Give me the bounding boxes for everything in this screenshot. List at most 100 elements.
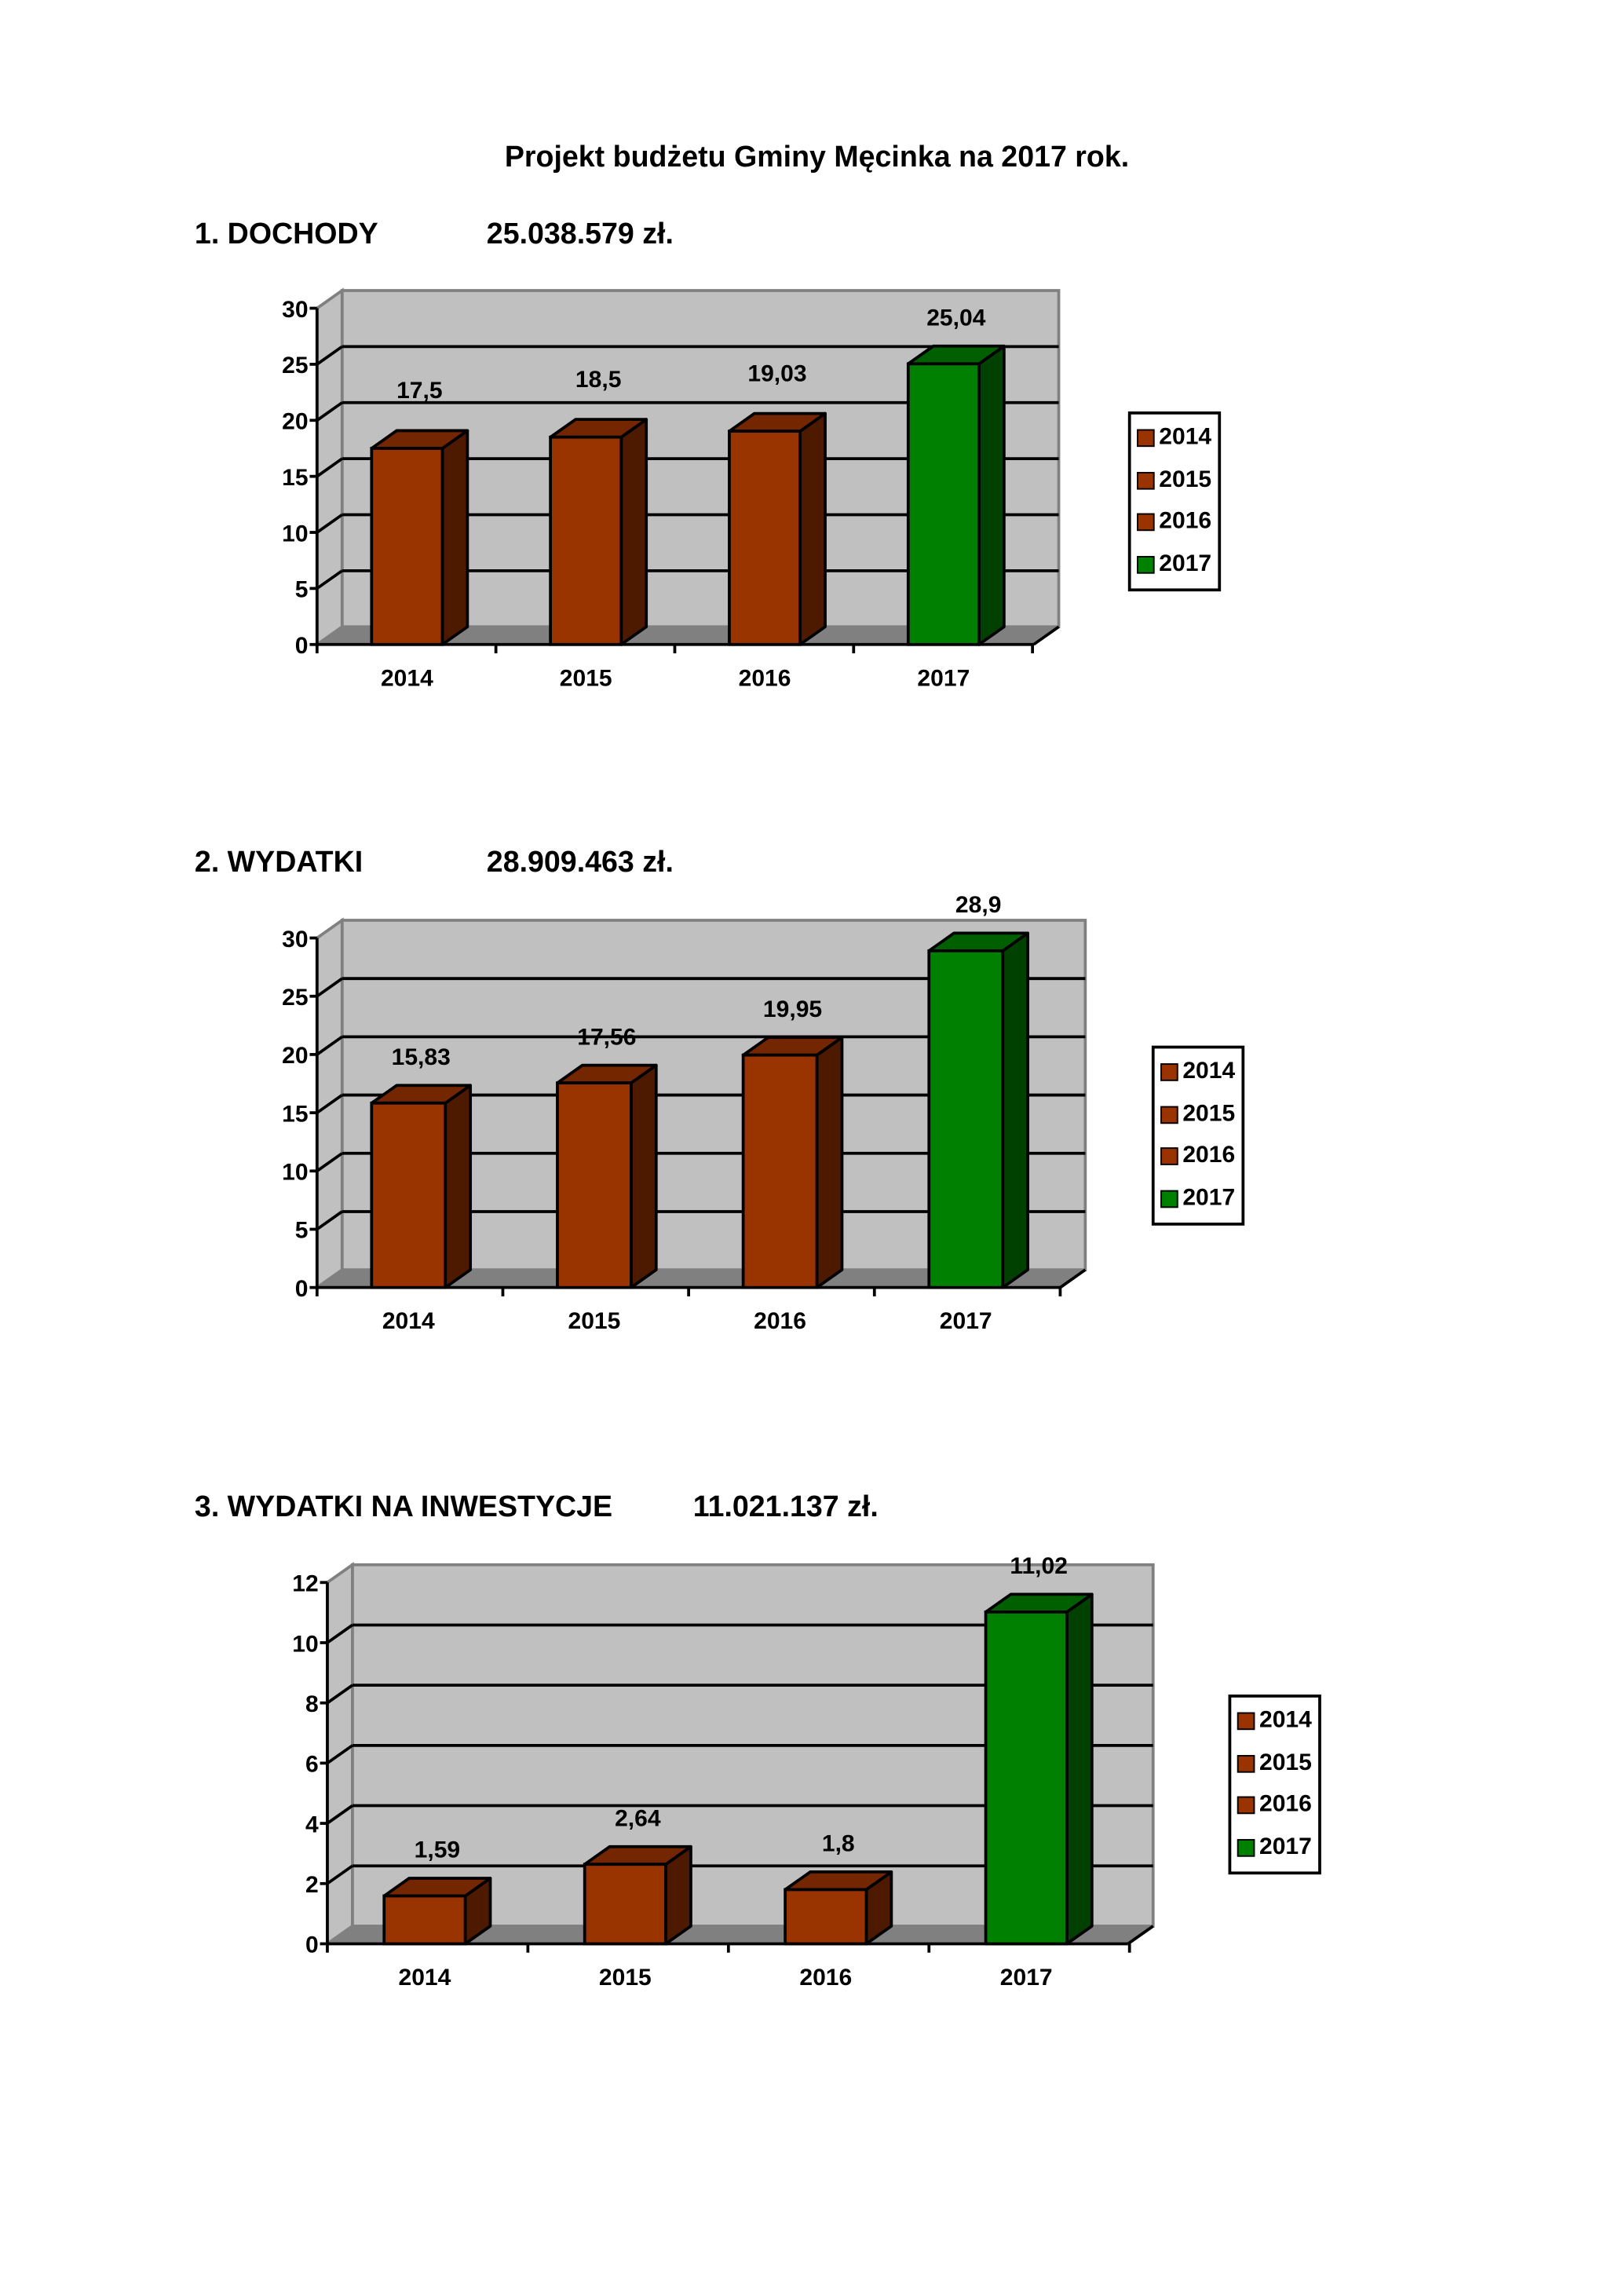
chart-1: 0 5 10 15 20 25 30 17,5 2014 18,5 2015 19,03 2016 25,…: [282, 287, 1061, 691]
data-label: 25,04: [926, 305, 985, 331]
legend-item: 2015: [1237, 1742, 1312, 1785]
y-tick-label: 20: [282, 1043, 308, 1069]
y-tick-label: 12: [292, 1571, 318, 1597]
legend-swatch: [1137, 514, 1155, 532]
legend-swatch: [1160, 1147, 1178, 1166]
y-tick-label: 25: [282, 353, 308, 378]
legend-swatch: [1137, 555, 1155, 574]
bar-2017: [906, 362, 981, 646]
data-label: 2,64: [615, 1805, 661, 1831]
y-tick-label: 10: [292, 1631, 318, 1657]
y-tick-label: 5: [295, 1218, 309, 1244]
bar-side: [444, 1084, 473, 1289]
gridline-side: [326, 1684, 353, 1705]
x-tick-label: 2017: [917, 665, 970, 691]
y-tick-label: 6: [305, 1752, 319, 1778]
y-tick-label: 15: [282, 465, 308, 491]
section-3-heading: 3. WYDATKI NA INWESTYCJE: [194, 1490, 613, 1524]
legend-label: 2016: [1259, 1792, 1312, 1818]
x-tick-label: 2017: [940, 1308, 992, 1334]
bar-side: [1001, 931, 1029, 1289]
legend-item: 2015: [1137, 459, 1211, 502]
floor-edge: [1127, 1925, 1154, 1946]
y-tick-label: 10: [282, 521, 308, 547]
bar-2014: [382, 1894, 467, 1946]
y-tick-label: 8: [305, 1691, 319, 1717]
legend-item: 2017: [1137, 543, 1211, 586]
legend-label: 2014: [1182, 1059, 1236, 1084]
y-tick-label: 0: [295, 1276, 309, 1302]
x-tick-label: 2015: [560, 665, 612, 691]
gridline-side: [326, 1864, 353, 1885]
bar-2017: [984, 1610, 1069, 1946]
legend-swatch: [1237, 1797, 1255, 1815]
bar-2014: [370, 1101, 448, 1289]
legend-swatch: [1237, 1754, 1255, 1773]
x-tick-label: 2017: [1000, 1965, 1053, 1991]
bar-2014: [370, 447, 444, 646]
legend-label: 2017: [1182, 1185, 1236, 1211]
x-tick-label: 2014: [382, 1308, 435, 1334]
bar-2015: [556, 1081, 633, 1289]
bar-side: [619, 418, 648, 646]
chart-2-legend: 2014 2015 2016 2017: [1151, 1045, 1244, 1226]
legend-swatch: [1237, 1838, 1255, 1857]
floor-edge: [1059, 1268, 1087, 1289]
section-2-heading: 2. WYDATKI: [194, 846, 363, 879]
x-tick-label: 2015: [599, 1965, 652, 1991]
gridline-side: [316, 977, 343, 998]
legend-label: 2015: [1182, 1101, 1236, 1127]
data-label: 19,03: [747, 360, 806, 386]
bar-2016: [784, 1888, 868, 1946]
gridline-side: [316, 345, 343, 366]
gridline-side: [316, 1210, 343, 1231]
legend-label: 2016: [1159, 509, 1212, 535]
bar-side: [798, 411, 827, 646]
y-tick-label: 25: [282, 985, 308, 1011]
bar-2017: [927, 949, 1005, 1289]
floor: [327, 1925, 1153, 1944]
legend-item: 2017: [1160, 1178, 1235, 1220]
data-label: 17,56: [577, 1024, 636, 1050]
bar-side: [440, 429, 469, 646]
y-tick-label: 15: [282, 1101, 308, 1127]
data-label: 18,5: [575, 367, 621, 393]
y-tick-label: 2: [305, 1872, 319, 1898]
y-tick-label: 0: [305, 1932, 319, 1958]
y-tick-label: 0: [295, 633, 309, 659]
gridline-side: [326, 1623, 353, 1644]
x-tick-label: 2014: [398, 1965, 451, 1991]
legend-label: 2017: [1259, 1834, 1312, 1859]
y-tick-label: 30: [282, 927, 308, 952]
gridline-side: [326, 1744, 353, 1764]
gridline-side: [316, 1035, 343, 1056]
floor-edge: [1032, 625, 1060, 646]
chart-1-legend: 2014 2015 2016 2017: [1127, 411, 1221, 592]
chart-2: 0 5 10 15 20 25 30 15,83 2014 17,56 2015 19,95 2016 2…: [282, 892, 1087, 1334]
data-label: 11,02: [1010, 1553, 1068, 1579]
gridline-side: [316, 457, 343, 478]
legend-label: 2015: [1259, 1749, 1312, 1775]
gridline-side: [316, 569, 343, 590]
legend-item: 2017: [1237, 1826, 1312, 1869]
data-label: 15,83: [392, 1044, 451, 1070]
legend-swatch: [1160, 1190, 1178, 1208]
data-label: 1,59: [415, 1837, 460, 1863]
bar-side: [977, 344, 1006, 646]
chart-3: 0 2 4 6 8 10 12 1,59 2014 2,64 2015 1,8 2016 11,02 201…: [292, 1553, 1155, 1991]
y-tick-label: 20: [282, 409, 308, 435]
legend-item: 2016: [1137, 502, 1211, 544]
x-tick-label: 2015: [568, 1308, 620, 1334]
legend-swatch: [1137, 471, 1155, 490]
gridline-side: [316, 1094, 343, 1114]
legend-swatch: [1160, 1063, 1178, 1082]
legend-item: 2014: [1137, 418, 1211, 460]
y-tick-label: 5: [295, 577, 309, 603]
bar-side: [629, 1063, 658, 1289]
legend-item: 2014: [1237, 1701, 1312, 1743]
section-1-amount: 25.038.579 zł.: [486, 218, 674, 251]
section-2-amount: 28.909.463 zł.: [486, 846, 674, 879]
chart-3-legend: 2014 2015 2016 2017: [1228, 1695, 1321, 1875]
